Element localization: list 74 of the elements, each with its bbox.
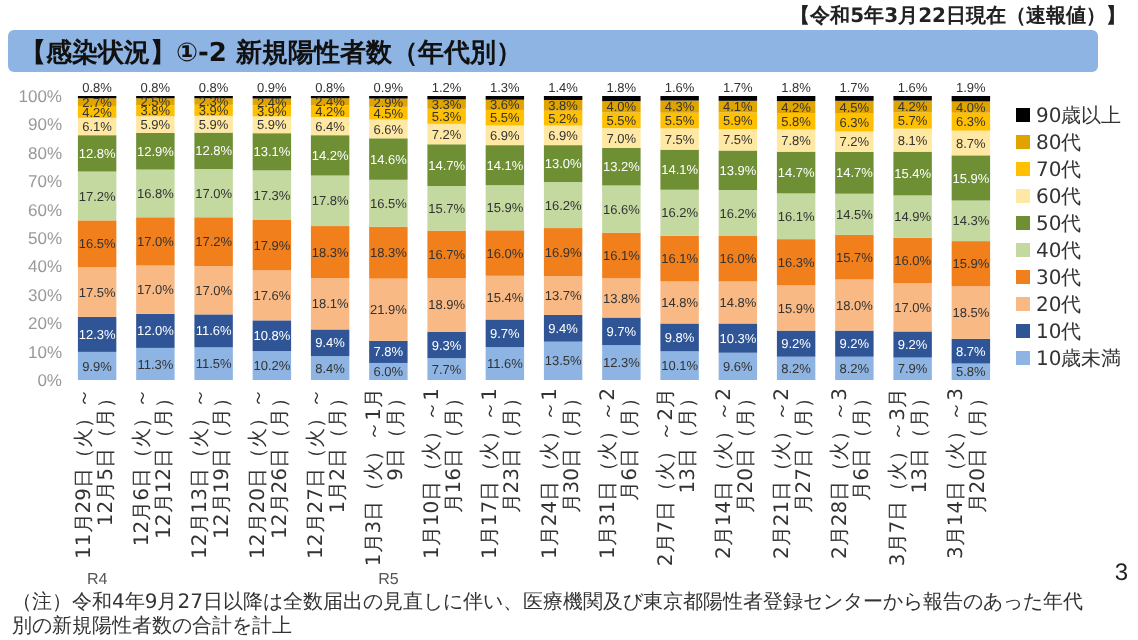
legend-label: 70代 <box>1036 160 1082 182</box>
bar <box>835 234 874 280</box>
legend-label: 90歳以上 <box>1036 104 1122 128</box>
legend-label: 50代 <box>1036 214 1082 236</box>
x-tick-label: 12月20日（火）～12月26日（月） <box>247 388 294 563</box>
y-tick-label: 80% <box>27 142 63 163</box>
bar <box>252 270 292 321</box>
y-tick-label: 30% <box>27 284 63 305</box>
bar <box>951 286 991 339</box>
bar <box>369 278 408 341</box>
y-tick-label: 50% <box>27 228 63 248</box>
x-tick-label: 11月29日（火）～12月5日（月） <box>73 388 120 563</box>
bar <box>252 170 292 220</box>
legend-label: 40代 <box>1036 241 1082 263</box>
bar <box>136 217 175 266</box>
bar <box>893 283 932 332</box>
bar <box>835 279 874 331</box>
bar <box>602 278 641 318</box>
x-tick-label: 1月3日（火）～1月9日（月） <box>364 388 411 568</box>
x-tick-label: 12月13日（火）～12月19日（月） <box>189 388 236 563</box>
x-tick-label: 12月6日（火）～12月12日（月） <box>131 388 178 551</box>
bar <box>427 230 466 279</box>
bar <box>369 226 408 279</box>
bar <box>77 267 117 317</box>
y-tick-label: 60% <box>27 199 63 220</box>
text: 3 <box>1114 558 1129 586</box>
x-tick-label: 2月14日（火）～2月20日（月） <box>713 388 760 563</box>
text: R5 <box>378 570 400 588</box>
bar <box>427 186 466 231</box>
x-tick-label: 2月21日（火）～2月27日（月） <box>772 388 819 563</box>
bar <box>660 235 699 282</box>
bar <box>427 278 466 332</box>
y-tick-label: 40% <box>27 256 63 277</box>
bar <box>369 179 408 227</box>
y-tick-label: 20% <box>27 313 63 334</box>
bar <box>602 185 641 233</box>
y-tick-label: 10% <box>27 341 63 362</box>
legend-label: 60代 <box>1036 187 1082 209</box>
legend-label: 10歳未満 <box>1036 347 1122 371</box>
y-tick-label: 70% <box>27 171 63 192</box>
text: R4 <box>86 570 109 588</box>
x-tick-label: 2月28日（火）～3月6日（月） <box>830 388 877 563</box>
legend-label: 10代 <box>1036 322 1082 344</box>
y-tick-label: 100% <box>18 86 63 106</box>
bar <box>369 138 408 180</box>
y-tick-label: 90% <box>27 114 63 135</box>
bar <box>602 232 641 279</box>
x-tick-label: 1月10日（火）～1月16日（月） <box>422 388 469 563</box>
x-tick-label: 1月17日（火）～1月23日（月） <box>480 388 527 563</box>
x-tick-label: 3月7日（火）～3月13日（月） <box>888 388 935 568</box>
y-tick-label: 0% <box>37 370 63 390</box>
bar <box>660 189 699 236</box>
bar <box>893 195 932 238</box>
x-tick-label: 1月24日（火）～1月30日（月） <box>539 388 586 563</box>
bar <box>660 149 699 190</box>
legend-label: 80代 <box>1036 133 1082 155</box>
legend-label: 30代 <box>1036 268 1082 290</box>
bar <box>136 265 175 314</box>
bar <box>835 151 874 194</box>
bar <box>194 217 233 267</box>
chart-subtitle: 【令和5年3月22日現在（速報値）】 <box>790 4 1126 28</box>
x-tick-label: 3月14日（火）～3月20日（月） <box>946 388 993 563</box>
x-tick-label: 1月31日（火）～2月6日（月） <box>597 388 644 563</box>
bar <box>776 96 816 102</box>
x-tick-label: 12月27日（火）～1月2日（月） <box>306 388 353 563</box>
bar <box>602 96 641 102</box>
bar <box>427 144 466 187</box>
x-tick-label: 2月7日（火）～2月13日（月） <box>655 388 702 568</box>
chart-title: 【感染状況】①-2 新規陽性者数（年代別） <box>20 37 522 69</box>
bar <box>951 96 991 102</box>
legend-label: 20代 <box>1036 295 1082 317</box>
bar <box>194 168 233 218</box>
bar <box>194 266 233 315</box>
text: （注）令和4年9月27日以降は全数届出の見直しに伴い、医療機関及び東京都陽性者登録センターから報告のあった年代別の新規陽性者数の合計を計上 <box>12 592 1085 640</box>
